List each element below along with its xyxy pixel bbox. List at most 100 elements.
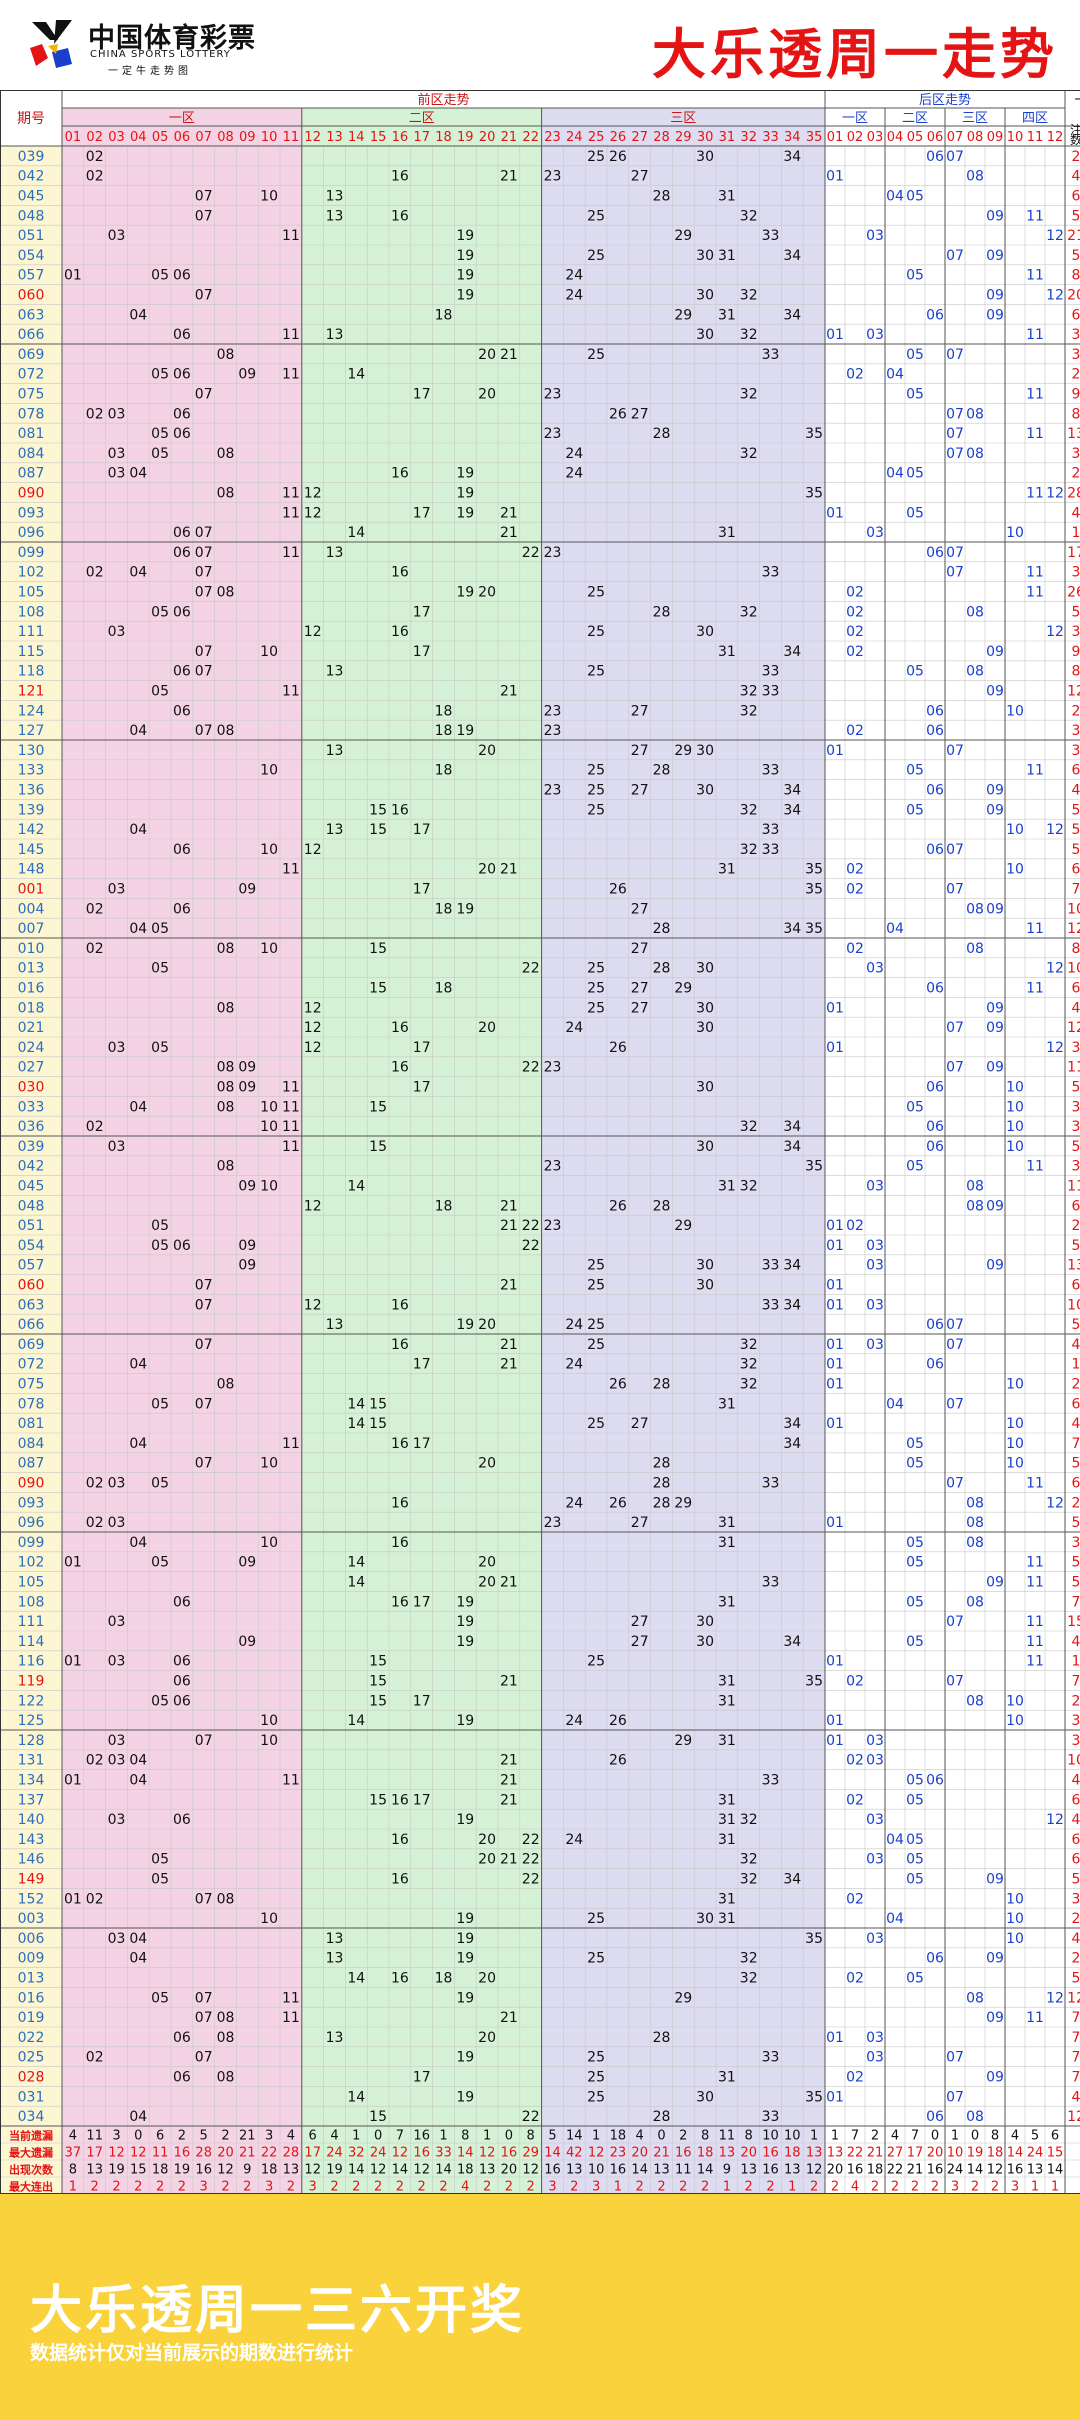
front-number: 30 bbox=[696, 288, 714, 304]
stats-front-value: 14 bbox=[348, 2163, 365, 2178]
winner-count: 12 bbox=[1067, 2109, 1080, 2125]
period-label: 036 bbox=[18, 1119, 45, 1135]
stats-front-value: 3 bbox=[112, 2129, 120, 2144]
front-number: 17 bbox=[413, 1436, 431, 1452]
stats-back-value: 2 bbox=[871, 2129, 879, 2144]
front-number: 19 bbox=[456, 1634, 474, 1650]
front-col-header: 31 bbox=[719, 130, 736, 145]
front-col-header: 29 bbox=[675, 130, 692, 145]
period-label: 146 bbox=[18, 1852, 45, 1868]
front-number: 25 bbox=[587, 248, 605, 264]
front-number: 01 bbox=[64, 1555, 82, 1571]
front-number: 19 bbox=[456, 1911, 474, 1927]
stats-front-value: 1 bbox=[69, 2180, 77, 2195]
front-number: 16 bbox=[391, 1337, 409, 1353]
front-number: 33 bbox=[762, 1773, 780, 1789]
stats-front-value: 16 bbox=[675, 2146, 692, 2161]
front-number: 34 bbox=[783, 1872, 801, 1888]
winner-count: 5 bbox=[1072, 1555, 1080, 1571]
front-number: 17 bbox=[413, 1594, 431, 1610]
back-col-header: 03 bbox=[867, 130, 884, 145]
stats-front-value: 16 bbox=[413, 2129, 430, 2144]
winner-count: 6 bbox=[1072, 1852, 1080, 1868]
winner-count: 3 bbox=[1072, 1891, 1080, 1907]
count-header-1: 注 bbox=[1070, 122, 1080, 137]
period-label: 099 bbox=[18, 1535, 45, 1551]
stats-back-value: 13 bbox=[1027, 2163, 1044, 2178]
period-label: 148 bbox=[18, 862, 45, 878]
front-number: 25 bbox=[587, 664, 605, 680]
period-label: 127 bbox=[18, 723, 45, 739]
stats-back-value: 2 bbox=[871, 2180, 879, 2195]
front-number: 11 bbox=[282, 327, 300, 343]
front-number: 32 bbox=[740, 327, 758, 343]
front-number: 21 bbox=[500, 862, 518, 878]
front-number: 18 bbox=[435, 1198, 453, 1214]
front-number: 26 bbox=[609, 1495, 627, 1511]
front-number: 17 bbox=[413, 1357, 431, 1373]
stats-front-value: 17 bbox=[86, 2146, 103, 2161]
period-label: 066 bbox=[18, 327, 45, 343]
period-label: 034 bbox=[18, 2109, 45, 2125]
front-number: 24 bbox=[565, 1495, 583, 1511]
stats-front-value: 1 bbox=[788, 2180, 796, 2195]
front-number: 32 bbox=[740, 604, 758, 620]
front-number: 02 bbox=[86, 1515, 104, 1531]
winner-count: 4 bbox=[1072, 1634, 1080, 1650]
stats-back-value: 14 bbox=[1007, 2146, 1024, 2161]
back-number: 03 bbox=[866, 1931, 884, 1947]
back-number: 04 bbox=[886, 189, 904, 205]
front-number: 25 bbox=[587, 1911, 605, 1927]
back-number: 11 bbox=[1026, 1614, 1044, 1630]
front-number: 35 bbox=[805, 1674, 823, 1690]
period-label: 016 bbox=[18, 981, 45, 997]
front-number: 11 bbox=[282, 1436, 300, 1452]
back-col-header: 07 bbox=[947, 130, 964, 145]
back-col-header: 11 bbox=[1027, 130, 1044, 145]
front-number: 11 bbox=[282, 228, 300, 244]
back-number: 08 bbox=[966, 446, 984, 462]
front-col-header: 04 bbox=[130, 130, 147, 145]
front-number: 08 bbox=[217, 941, 235, 957]
front-number: 31 bbox=[718, 862, 736, 878]
front-number: 15 bbox=[369, 1416, 387, 1432]
stats-front-value: 10 bbox=[588, 2163, 605, 2178]
period-label: 016 bbox=[18, 1990, 45, 2006]
winner-count: 6 bbox=[1072, 189, 1080, 205]
back-number: 07 bbox=[946, 1060, 964, 1076]
front-number: 06 bbox=[173, 1238, 191, 1254]
period-label: 145 bbox=[18, 842, 45, 858]
back-number: 07 bbox=[946, 406, 964, 422]
front-number: 10 bbox=[260, 1179, 278, 1195]
front-number: 22 bbox=[522, 2109, 540, 2125]
front-number: 17 bbox=[413, 387, 431, 403]
front-number: 24 bbox=[565, 1317, 583, 1333]
front-number: 04 bbox=[129, 307, 147, 323]
back-number: 07 bbox=[946, 743, 964, 759]
front-number: 19 bbox=[456, 723, 474, 739]
period-label: 007 bbox=[18, 921, 45, 937]
front-number: 28 bbox=[653, 426, 671, 442]
stats-front-value: 0 bbox=[374, 2129, 382, 2144]
period-label: 069 bbox=[18, 1337, 45, 1353]
stats-front-value: 28 bbox=[195, 2146, 212, 2161]
stats-front-value: 2 bbox=[570, 2180, 578, 2195]
front-number: 21 bbox=[500, 1792, 518, 1808]
front-number: 06 bbox=[173, 2030, 191, 2046]
front-number: 25 bbox=[587, 1416, 605, 1432]
front-number: 06 bbox=[173, 1812, 191, 1828]
winner-count: 13 bbox=[1067, 426, 1080, 442]
stats-back-value: 2 bbox=[991, 2180, 999, 2195]
back-number: 02 bbox=[846, 1891, 864, 1907]
front-number: 07 bbox=[195, 387, 213, 403]
back-number: 02 bbox=[846, 723, 864, 739]
front-number: 04 bbox=[129, 1951, 147, 1967]
front-number: 33 bbox=[762, 763, 780, 779]
front-number: 26 bbox=[609, 149, 627, 165]
front-number: 17 bbox=[413, 822, 431, 838]
back-zone3-header: 三区 bbox=[962, 111, 988, 126]
front-number: 28 bbox=[653, 604, 671, 620]
front-col-header: 10 bbox=[261, 130, 278, 145]
footer-note: 数据统计仅对当前展示的期数进行统计 bbox=[30, 2342, 354, 2364]
front-col-header: 19 bbox=[457, 130, 474, 145]
